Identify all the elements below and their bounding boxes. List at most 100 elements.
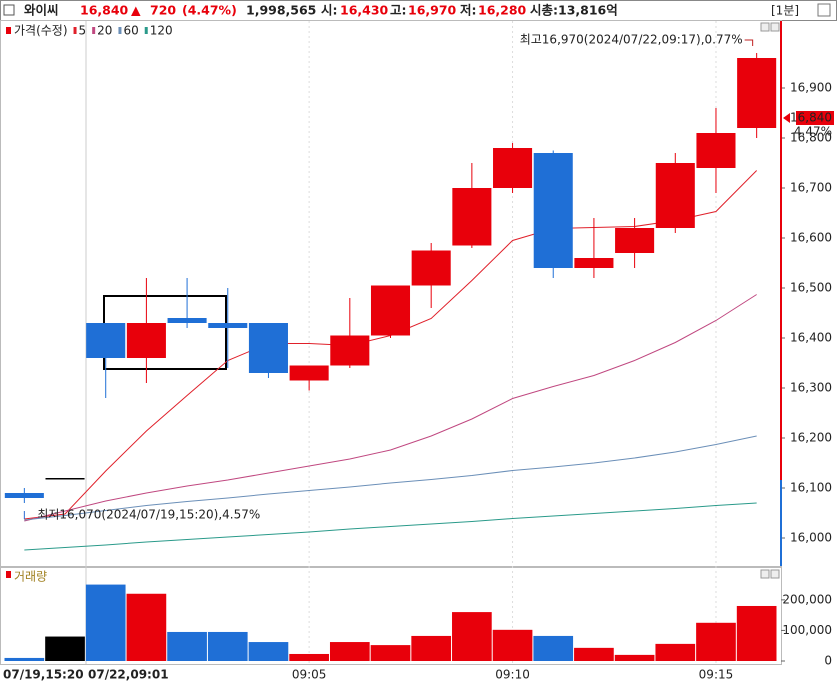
y-tick-label: 0 (824, 654, 832, 668)
volume-bar (696, 622, 736, 661)
volume-bar (289, 653, 329, 661)
volume-pane (0, 567, 782, 665)
volume-bar (248, 642, 289, 661)
volume-bar (614, 654, 655, 661)
moving-average (24, 502, 757, 551)
candle-body (574, 258, 614, 268)
candle-body (167, 318, 207, 323)
low: 16,280 (478, 3, 527, 18)
volume-bar (45, 636, 85, 661)
legend-item: 120 (150, 24, 173, 38)
candle-body (4, 493, 44, 498)
legend-marker (144, 27, 148, 34)
volume-bar (736, 605, 777, 661)
candle-body (696, 133, 736, 168)
annotation-arrow (744, 39, 754, 46)
pane-button[interactable] (760, 22, 770, 32)
x-tick-label: 09:05 (292, 668, 327, 682)
volume-bar (85, 584, 126, 661)
legend-marker (118, 27, 122, 34)
change-pct: (4.47%) (182, 3, 237, 18)
volume-bar (452, 612, 492, 661)
high: 16,970 (408, 3, 457, 18)
x-tick-label: 07/22,09:01 (88, 668, 169, 682)
pane-button[interactable] (770, 569, 780, 579)
y-tick-label: 16,000 (790, 531, 832, 545)
moving-average (24, 294, 757, 522)
volume-bar (370, 645, 411, 661)
legend-item: 20 (97, 24, 112, 38)
candle-body (208, 323, 248, 328)
volume-bar (655, 643, 696, 661)
market-cap: 시총:13,816억 (530, 3, 618, 18)
y-tick-label: 16,100 (790, 481, 832, 495)
candle-body (330, 335, 370, 366)
last-price-label: 16,840 (790, 111, 832, 125)
interval-button[interactable]: [1분] (771, 4, 799, 18)
candle-body (126, 323, 166, 358)
candle-body (411, 250, 451, 286)
candle-body (655, 163, 695, 228)
volume-bar (329, 642, 370, 661)
candle-body (737, 58, 777, 128)
last-price-pointer (783, 113, 790, 123)
legend-title: 가격(수정) (14, 24, 68, 38)
volume-legend: 거래량 (14, 570, 47, 584)
volume-bar (411, 635, 452, 661)
candle-body (289, 365, 329, 381)
header-checkbox[interactable] (3, 4, 15, 16)
candle-body (533, 153, 573, 268)
volume-bar (207, 631, 248, 661)
volume-bar (4, 657, 45, 661)
legend-marker (6, 571, 11, 578)
x-tick-label: 09:15 (699, 668, 734, 682)
y-tick-label: 16,200 (790, 431, 832, 445)
last-price-box (796, 111, 834, 125)
candle-body (493, 148, 533, 188)
low-annotation: 최저16,070(2024/07/19,15:20),4.57% (37, 508, 260, 522)
y-tick-label: 16,500 (790, 281, 832, 295)
open-label: 시: (321, 3, 338, 18)
volume-bar (167, 631, 207, 661)
y-tick-label: 200,000 (782, 592, 832, 606)
moving-average (24, 435, 757, 521)
legend-marker (73, 27, 77, 34)
pane-button[interactable] (770, 22, 780, 32)
candle-body (86, 323, 126, 358)
high-annotation: 최고16,970(2024/07/22,09:17),0.77% (520, 33, 743, 47)
stock-name: 와이씨 (24, 3, 59, 18)
x-tick-label: 07/19,15:20 (3, 668, 84, 682)
change-arrow: ▲ (131, 3, 141, 18)
candle-body (45, 478, 85, 480)
x-tick-label: 09:10 (495, 668, 530, 682)
y-tick-label: 16,700 (790, 181, 832, 195)
open: 16,430 (340, 3, 389, 18)
pane-button[interactable] (760, 569, 770, 579)
candle-body (248, 323, 288, 373)
y-tick-label: 16,900 (790, 81, 832, 95)
low-label: 저: (460, 3, 477, 18)
volume: 1,998,565 (246, 3, 316, 18)
close-button[interactable] (817, 3, 831, 17)
candle-body (615, 228, 655, 253)
y-tick-label: 16,600 (790, 231, 832, 245)
high-label: 고: (390, 3, 407, 18)
volume-bar (126, 593, 167, 661)
y-tick-label: 16,400 (790, 331, 832, 345)
candle-body (452, 188, 492, 246)
legend-marker (6, 27, 11, 34)
candle-body (370, 285, 411, 336)
price: 16,840 (80, 3, 129, 18)
last-pct-label: 4.47% (794, 125, 832, 139)
volume-bar (533, 635, 574, 661)
legend-marker (92, 27, 96, 34)
legend-item: 60 (123, 24, 138, 38)
change: 720 (150, 3, 176, 18)
volume-bar (492, 629, 533, 661)
y-tick-label: 16,800 (790, 131, 832, 145)
y-tick-label: 100,000 (782, 623, 832, 637)
legend-item: 5 (79, 24, 87, 38)
y-tick-label: 16,300 (790, 381, 832, 395)
